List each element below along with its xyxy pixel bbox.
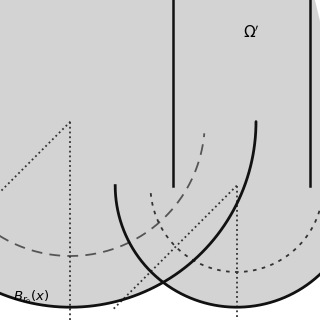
- Polygon shape: [115, 0, 320, 307]
- Text: $B_{r_0}(x)$: $B_{r_0}(x)$: [13, 289, 49, 306]
- Polygon shape: [0, 0, 256, 307]
- Text: $\Omega'$: $\Omega'$: [243, 25, 260, 41]
